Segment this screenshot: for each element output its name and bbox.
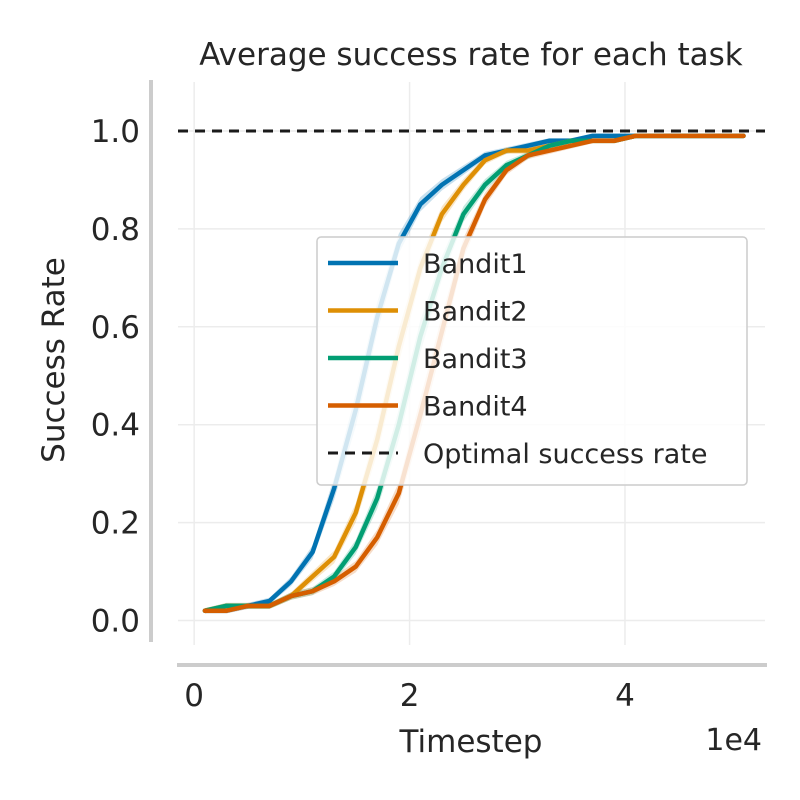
series-lines <box>202 133 746 613</box>
legend-label: Optimal success rate <box>423 439 707 470</box>
x-axis-offset-label: 1e4 <box>705 723 762 758</box>
tick-labels: 0.0 0.2 0.4 0.6 0.8 1.0 0 2 4 <box>91 114 635 714</box>
y-tick-label: 0.4 <box>91 408 140 444</box>
legend-frame <box>316 236 748 486</box>
y-tick-label: 0.8 <box>91 212 140 248</box>
y-tick-label: 0.6 <box>91 310 140 346</box>
x-tick-label: 4 <box>615 678 635 714</box>
y-tick-label: 1.0 <box>91 114 140 150</box>
legend-label: Bandit2 <box>423 297 528 328</box>
chart-title: Average success rate for each task <box>199 37 742 73</box>
axes <box>149 80 767 667</box>
x-axis-label: Timestep <box>399 724 543 760</box>
y-axis-label: Success Rate <box>36 257 72 463</box>
legend-label: Bandit4 <box>423 392 528 423</box>
legend-label: Bandit1 <box>423 249 528 280</box>
legend: Bandit1 Bandit2 Bandit3 Bandit4 Optimal succ… <box>316 236 748 486</box>
x-tick-label: 2 <box>400 678 420 714</box>
y-tick-label: 0.0 <box>91 604 140 640</box>
legend-label: Bandit3 <box>423 344 528 375</box>
x-tick-label: 0 <box>184 678 204 714</box>
y-tick-label: 0.2 <box>91 506 140 542</box>
series-line-bandit4 <box>202 133 746 613</box>
